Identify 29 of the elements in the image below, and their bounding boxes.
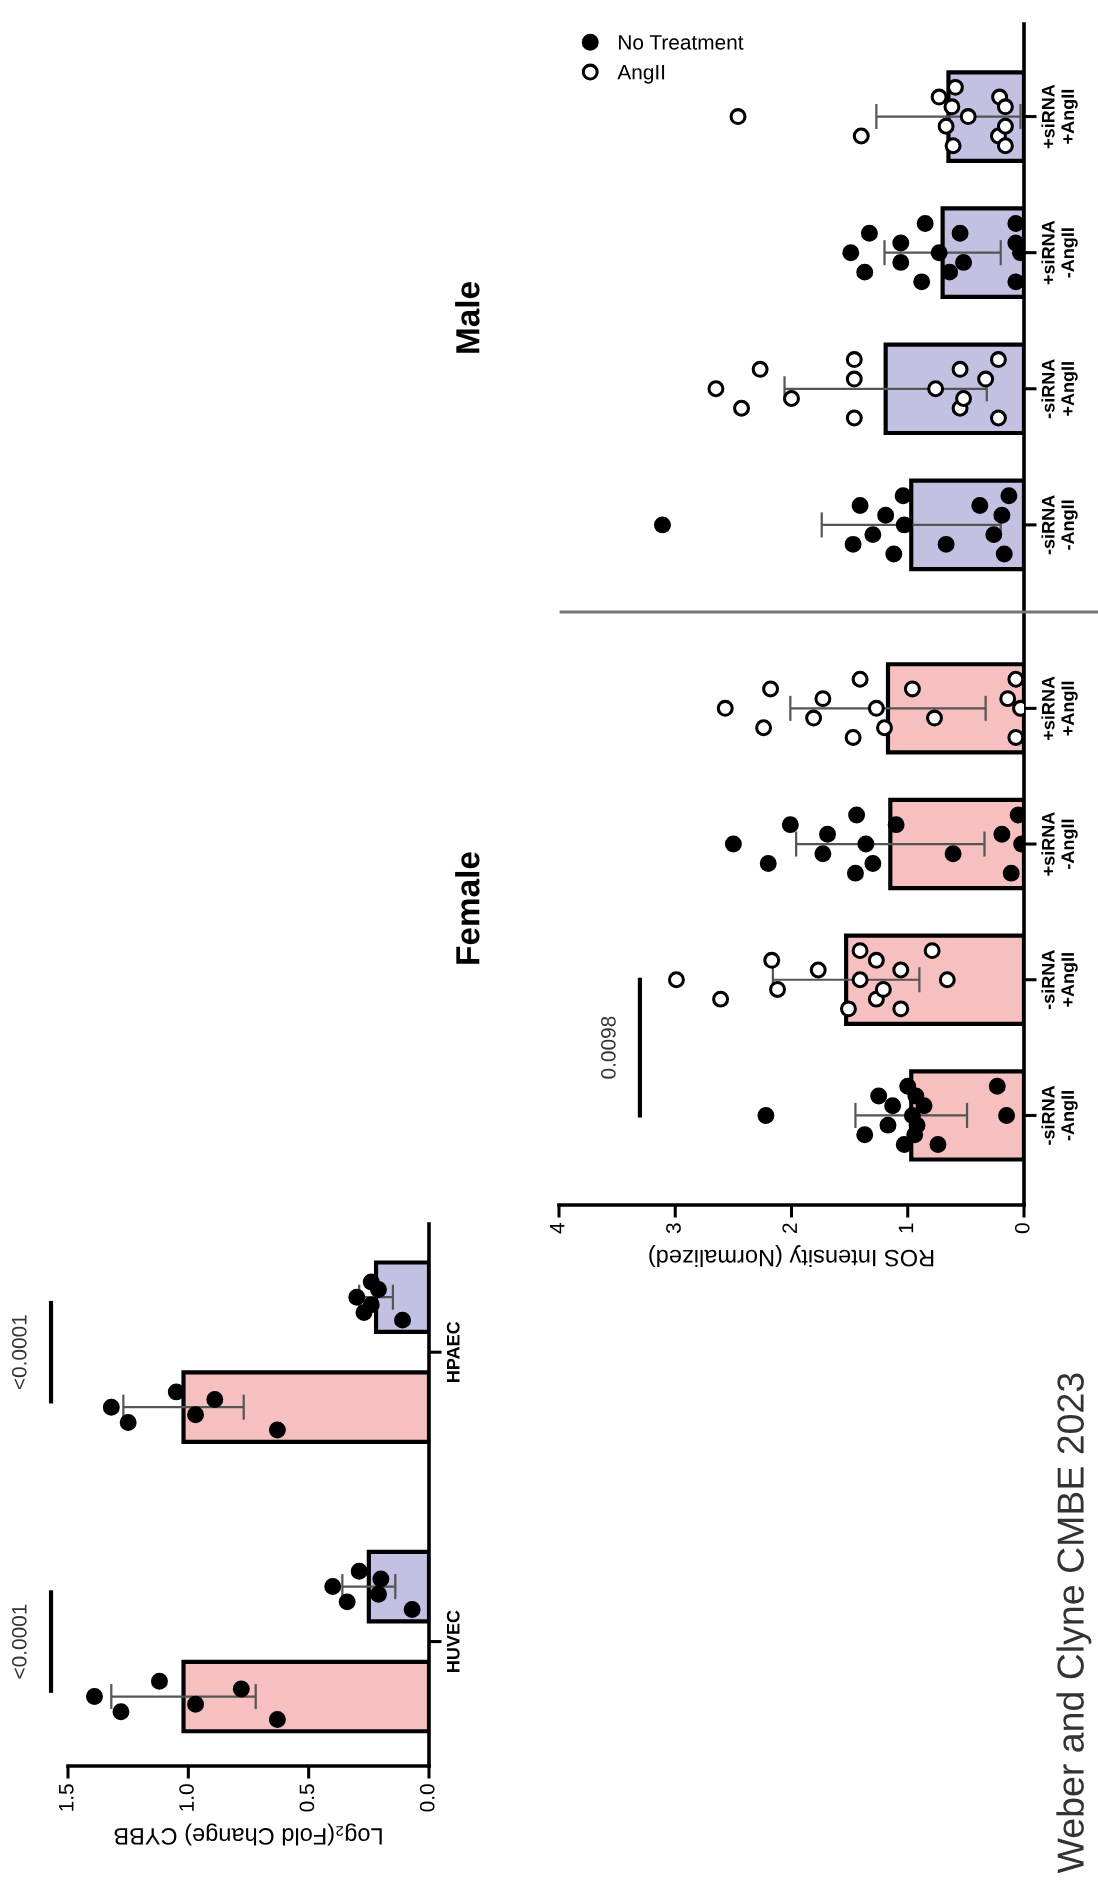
text: <0.0001	[11, 1604, 27, 1679]
legend-label: AngII	[617, 65, 665, 84]
y-tick-label: +siRNA +AngII	[1041, 84, 1078, 149]
legend-label: No Treatment	[619, 35, 744, 50]
annotation: 0.0098	[600, 1016, 616, 1079]
x-tick-label: 2	[782, 1223, 797, 1233]
y-tick-label: +siRNA -AngII	[1041, 220, 1078, 285]
y-tick-label: -siRNA -AngII	[1041, 1085, 1078, 1145]
y-tick-label: -siRNA -AngII	[1041, 495, 1078, 555]
x-tick-label: 0.0	[419, 1784, 435, 1812]
x-axis-title: ROS Intensity (Normalized)	[649, 1245, 934, 1268]
text: Female	[455, 852, 480, 964]
text: Male	[455, 282, 480, 353]
x-tick-label: 1.5	[59, 1784, 74, 1811]
x-tick-label: 1	[898, 1223, 914, 1233]
text: Weber and Clyne CMBE 2023	[1056, 1373, 1092, 1874]
x-tick-label: 0	[1014, 1223, 1030, 1234]
y-tick-label: HPAEC	[446, 1321, 460, 1382]
text: <0.0001	[11, 1315, 27, 1390]
y-tick-label: +siRNA -AngII	[1041, 812, 1078, 876]
x-tick-label: 1.0	[179, 1784, 194, 1811]
x-tick-label: 3	[666, 1223, 681, 1234]
y-tick-label: HUVEC	[446, 1610, 460, 1672]
y-tick-label: -siRNA +AngII	[1041, 950, 1078, 1010]
y-tick-label: -siRNA +AngII	[1041, 359, 1078, 419]
x-axis-title: Log₂(Fold Change) CYBB	[114, 1823, 382, 1846]
x-tick-label: 0.5	[299, 1784, 315, 1812]
y-tick-label: +siRNA +AngII	[1041, 676, 1078, 740]
x-tick-label: 4	[550, 1222, 565, 1234]
